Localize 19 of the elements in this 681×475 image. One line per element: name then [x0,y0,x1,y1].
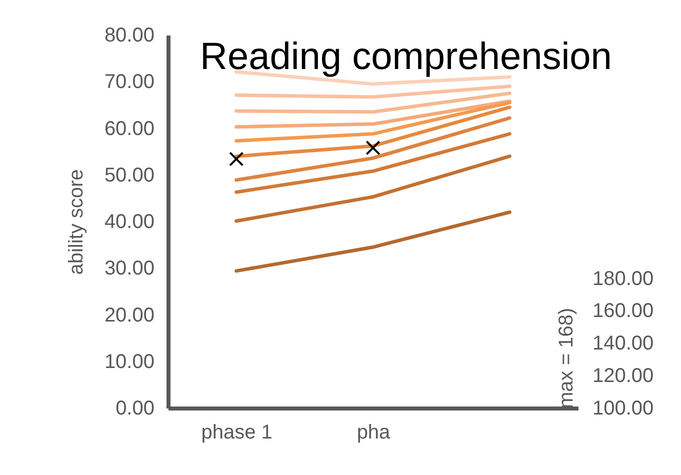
y-tick-label: 30.00 [104,258,154,280]
y2-tick-label: 100.00 [592,398,654,420]
y-axis-title: ability score [65,169,88,275]
y-tick-label: 10.00 [104,350,154,373]
y-tick-label: 80.00 [104,24,154,46]
x-tick-label: pha [356,422,392,444]
y2-tick-label: 140.00 [592,332,654,355]
y2-axis-title: max = 168) [556,308,578,408]
y-tick-label: 40.00 [104,211,154,233]
x-tick-label: phase 1 [201,422,272,444]
y-tick-label: 0.00 [116,398,154,420]
y-tick-label: 60.00 [104,118,154,140]
y2-tick-label: 120.00 [592,365,654,388]
y-tick-label: 50.00 [104,164,154,186]
y-tick-label: 20.00 [104,304,154,326]
y-tick-label: 70.00 [104,71,154,94]
y2-tick-label: 180.00 [592,268,654,290]
chart-title: Reading comprehension [200,36,612,78]
y2-tick-label: 160.00 [592,300,654,322]
